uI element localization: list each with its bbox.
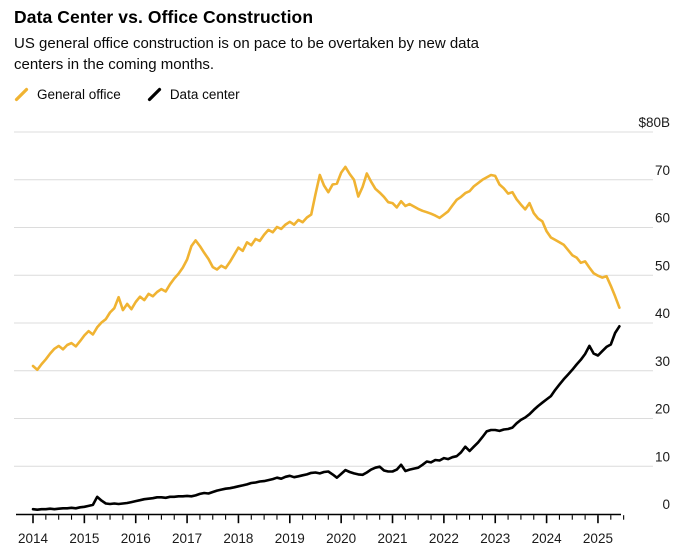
x-axis-label-2020: 2020 [326,531,356,546]
chart-subtitle: US general office construction is on pac… [14,33,479,75]
legend-label-general-office: General office [37,87,121,102]
y-axis-label-40: 40 [655,306,670,321]
data-center-swatch-icon [147,87,161,102]
x-axis-label-2015: 2015 [69,531,99,546]
y-axis-label-60: 60 [655,211,670,226]
x-axis-label-2023: 2023 [480,531,510,546]
y-axis-label-50: 50 [655,258,670,273]
chart-title: Data Center vs. Office Construction [14,7,314,27]
chart-subtitle-line2: centers in the coming months. [14,56,215,73]
x-axis-label-2021: 2021 [377,531,407,546]
x-axis-label-2024: 2024 [532,531,563,546]
x-axis-label-2025: 2025 [583,531,613,546]
y-axis-label-20: 20 [655,402,670,417]
y-axis-label-80: $80B [638,115,670,130]
x-axis-label-2018: 2018 [223,531,253,546]
legend-label-data-center: Data center [169,87,240,102]
y-axis-label-10: 10 [655,449,670,464]
chart-legend: General office Data center [14,87,240,102]
legend-item-general-office: General office [14,87,121,102]
x-axis-label-2017: 2017 [172,531,202,546]
x-axis-label-2014: 2014 [18,531,49,546]
general-office-line [31,165,621,372]
data-center-line [31,324,621,512]
chart-subtitle-line1: US general office construction is on pac… [14,35,480,52]
x-axis-label-2022: 2022 [429,531,459,546]
x-axis-label-2016: 2016 [121,531,151,546]
x-axis-label-2019: 2019 [275,531,305,546]
general-office-swatch-icon [14,87,29,102]
y-axis-label-70: 70 [655,163,670,178]
legend-item-data-center: Data center [147,87,240,102]
y-axis-label-0: 0 [662,497,670,512]
y-axis-label-30: 30 [655,354,670,369]
